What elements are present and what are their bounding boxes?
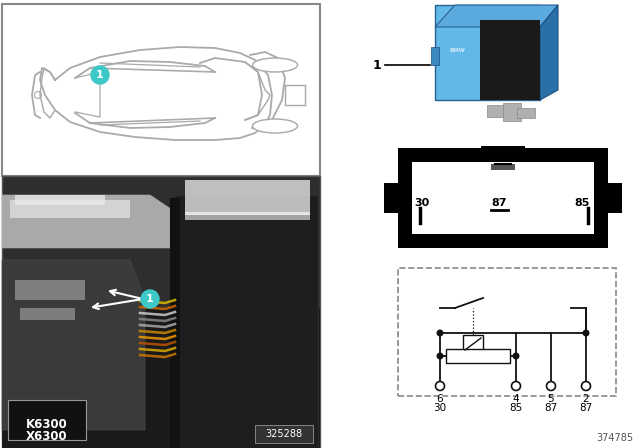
Bar [285,85,305,105]
Text: 30: 30 [414,198,429,208]
Bar [185,212,310,220]
Bar [185,180,310,215]
Text: 87: 87 [579,403,593,413]
Circle shape [583,330,589,336]
Circle shape [582,382,591,391]
Text: K6300: K6300 [26,418,68,431]
Polygon shape [175,195,318,448]
Polygon shape [540,5,558,100]
Bar [446,349,510,363]
Bar [10,200,130,218]
Bar [487,105,505,117]
Bar [2,176,320,448]
Circle shape [437,353,443,359]
Circle shape [513,353,519,359]
Bar [398,268,616,396]
Text: 2: 2 [582,394,589,404]
Bar [503,103,521,121]
Bar [463,335,483,353]
Circle shape [547,382,556,391]
Bar [15,195,105,205]
Ellipse shape [253,58,298,72]
Polygon shape [435,5,558,27]
Bar [435,5,540,100]
Bar [412,162,594,234]
Circle shape [91,66,109,84]
Bar [481,146,525,162]
Text: 6: 6 [436,394,444,404]
Text: 87: 87 [491,198,506,208]
Text: 325288: 325288 [266,429,303,439]
Text: 1: 1 [372,59,381,72]
Polygon shape [2,260,145,430]
Text: 87: 87 [545,403,557,413]
Text: 374785: 374785 [596,433,633,443]
Bar [2,4,320,176]
Bar [2,308,320,448]
Circle shape [435,382,445,391]
Circle shape [141,290,159,308]
Text: 85: 85 [574,198,589,208]
Bar [384,183,400,213]
Text: 1: 1 [146,294,154,304]
Text: 85: 85 [509,403,523,413]
Bar [606,183,622,213]
Bar [255,425,313,443]
Bar [517,108,535,118]
Bar [480,20,540,100]
Circle shape [511,382,520,391]
Ellipse shape [253,119,298,133]
Bar [20,308,75,320]
Text: X6300: X6300 [26,430,68,443]
Text: 5: 5 [548,394,554,404]
Text: 30: 30 [433,403,447,413]
Bar [170,198,180,448]
Bar [398,148,608,248]
Text: BMW: BMW [449,47,465,52]
Bar [15,280,85,300]
Text: 1: 1 [96,70,104,80]
Text: 4: 4 [513,394,519,404]
Circle shape [437,330,443,336]
Bar [8,400,86,440]
Text: 87: 87 [495,153,511,163]
Bar [431,47,439,65]
Polygon shape [2,195,180,248]
Bar [491,164,515,170]
